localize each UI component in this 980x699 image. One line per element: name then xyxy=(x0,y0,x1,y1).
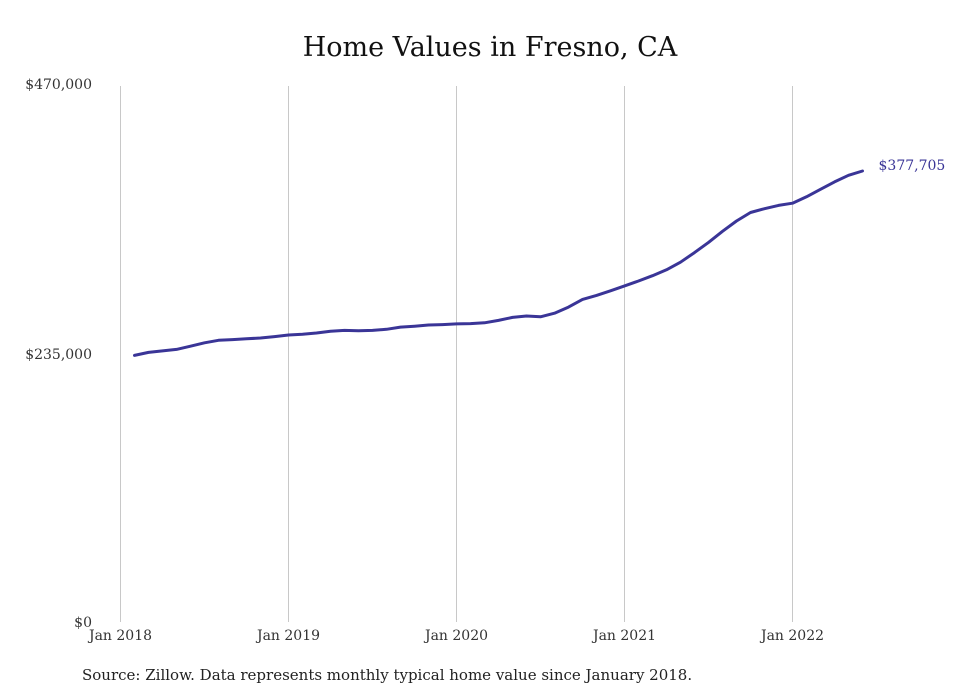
x-tick-label: Jan 2019 xyxy=(255,628,320,644)
y-tick-label: $235,000 xyxy=(25,347,92,363)
y-tick-label: $0 xyxy=(74,615,92,631)
x-tick-label: Jan 2021 xyxy=(591,628,656,644)
y-axis-ticks: $0 $235,000 $470,000 xyxy=(25,77,92,631)
series-line xyxy=(133,169,864,357)
chart-title: Home Values in Fresno, CA xyxy=(302,32,678,63)
line-chart: $0$235,000$470,000 Jan 2018 Jan 2019 Jan 2… xyxy=(25,77,946,644)
y-tick-label: $470,000 xyxy=(25,77,92,93)
source-note: Source: Zillow. Data represents monthly … xyxy=(82,666,693,684)
x-tick-label: Jan 2020 xyxy=(423,628,488,644)
x-axis-ticks: Jan 2018 Jan 2019 Jan 2020 Jan 2021 Jan 2022 xyxy=(87,628,824,644)
gridlines xyxy=(120,86,793,622)
series-layer: $377,705 xyxy=(133,158,946,357)
x-tick-label: Jan 2022 xyxy=(759,628,824,644)
end-value-label: $377,705 xyxy=(879,158,946,174)
x-tick-label: Jan 2018 xyxy=(87,628,152,644)
